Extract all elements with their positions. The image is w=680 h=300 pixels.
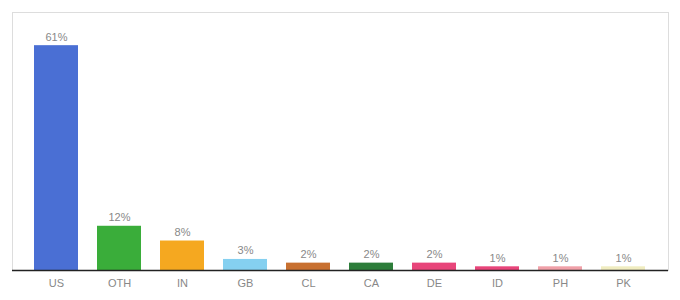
svg-text:IN: IN xyxy=(177,277,188,289)
svg-text:1%: 1% xyxy=(616,252,632,264)
svg-text:3%: 3% xyxy=(238,244,254,256)
svg-text:61%: 61% xyxy=(45,31,67,43)
svg-text:CA: CA xyxy=(364,277,380,289)
svg-text:PK: PK xyxy=(616,277,631,289)
svg-text:1%: 1% xyxy=(553,252,569,264)
svg-text:GB: GB xyxy=(238,277,254,289)
svg-text:2%: 2% xyxy=(364,248,380,260)
svg-text:OTH: OTH xyxy=(108,277,131,289)
svg-text:8%: 8% xyxy=(175,226,191,238)
svg-text:ID: ID xyxy=(492,277,503,289)
svg-text:12%: 12% xyxy=(108,211,130,223)
svg-text:PH: PH xyxy=(553,277,568,289)
svg-text:2%: 2% xyxy=(301,248,317,260)
svg-text:CL: CL xyxy=(301,277,315,289)
svg-text:1%: 1% xyxy=(490,252,506,264)
svg-text:2%: 2% xyxy=(427,248,443,260)
svg-text:DE: DE xyxy=(427,277,442,289)
svg-text:US: US xyxy=(49,277,64,289)
